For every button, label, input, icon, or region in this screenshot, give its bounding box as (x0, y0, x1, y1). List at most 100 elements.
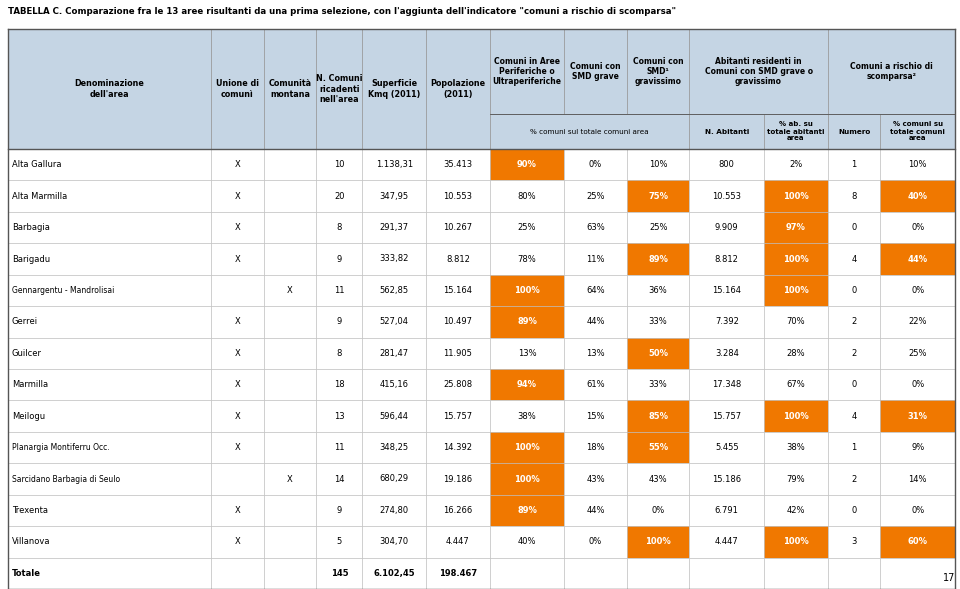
Bar (764, 558, 828, 589)
Text: 89%: 89% (517, 506, 537, 515)
Text: 145: 145 (330, 569, 348, 578)
Bar (264, 369, 317, 401)
Text: X: X (287, 475, 293, 484)
Bar (426, 495, 490, 526)
Text: 35.413: 35.413 (444, 160, 472, 169)
Bar (764, 495, 828, 526)
Text: 274,80: 274,80 (380, 506, 409, 515)
Bar (426, 432, 490, 464)
Text: 1: 1 (852, 160, 856, 169)
Text: 9: 9 (337, 254, 342, 263)
Bar (490, 401, 564, 432)
Text: 55%: 55% (648, 443, 668, 452)
Text: 44%: 44% (907, 254, 927, 263)
Text: 415,16: 415,16 (380, 380, 409, 389)
Bar (8, 243, 211, 274)
Bar (689, 495, 764, 526)
Bar (211, 29, 264, 149)
Text: 22%: 22% (908, 317, 927, 326)
Text: 44%: 44% (587, 506, 605, 515)
Bar (564, 180, 627, 212)
Text: 2: 2 (852, 317, 856, 326)
Text: Comunità
montana: Comunità montana (269, 80, 312, 99)
Text: 2: 2 (852, 349, 856, 358)
Text: Meilogu: Meilogu (12, 412, 45, 421)
Text: X: X (234, 380, 240, 389)
Bar (264, 464, 317, 495)
Bar (828, 180, 880, 212)
Text: 14%: 14% (908, 475, 927, 484)
Bar (426, 306, 490, 337)
Text: 680,29: 680,29 (380, 475, 409, 484)
Bar (564, 464, 627, 495)
Bar (317, 464, 363, 495)
Text: 25%: 25% (649, 223, 667, 232)
Bar (211, 180, 264, 212)
Bar (828, 306, 880, 337)
Text: 15.757: 15.757 (444, 412, 472, 421)
Text: Numero: Numero (838, 128, 870, 134)
Bar (8, 149, 211, 180)
Text: 800: 800 (719, 160, 734, 169)
Bar (880, 495, 955, 526)
Bar (490, 337, 564, 369)
Text: 13%: 13% (587, 349, 605, 358)
Bar (264, 526, 317, 558)
Bar (490, 432, 564, 464)
Text: 304,70: 304,70 (380, 537, 409, 547)
Bar (689, 401, 764, 432)
Text: 8: 8 (337, 223, 342, 232)
Text: 6.102,45: 6.102,45 (373, 569, 415, 578)
Bar (627, 558, 689, 589)
Bar (828, 243, 880, 274)
Bar (689, 274, 764, 306)
Text: 18%: 18% (587, 443, 605, 452)
Bar (211, 558, 264, 589)
Text: 33%: 33% (649, 380, 667, 389)
Bar (689, 432, 764, 464)
Text: Marmilla: Marmilla (12, 380, 48, 389)
Text: 70%: 70% (786, 317, 805, 326)
Text: Comuni con
SMD¹
gravissimo: Comuni con SMD¹ gravissimo (633, 57, 684, 87)
Bar (828, 495, 880, 526)
Bar (264, 180, 317, 212)
Bar (564, 243, 627, 274)
Bar (363, 432, 426, 464)
Text: X: X (234, 317, 240, 326)
Bar (211, 306, 264, 337)
Text: 4: 4 (852, 412, 856, 421)
Text: 8.812: 8.812 (446, 254, 469, 263)
Bar (363, 464, 426, 495)
Text: 100%: 100% (783, 254, 808, 263)
Text: N. Abitanti: N. Abitanti (705, 128, 749, 134)
Bar (426, 243, 490, 274)
Text: Sarcidano Barbagia di Seulo: Sarcidano Barbagia di Seulo (12, 475, 120, 484)
Text: 5.455: 5.455 (715, 443, 738, 452)
Bar (426, 274, 490, 306)
Bar (490, 464, 564, 495)
Bar (764, 306, 828, 337)
Text: 7.392: 7.392 (715, 317, 738, 326)
Bar (828, 212, 880, 243)
Bar (426, 558, 490, 589)
Bar (8, 337, 211, 369)
Text: X: X (234, 349, 240, 358)
Text: 36%: 36% (649, 286, 667, 295)
Text: 1: 1 (852, 443, 856, 452)
Bar (264, 558, 317, 589)
Text: X: X (234, 412, 240, 421)
Text: 8: 8 (852, 191, 856, 201)
Bar (363, 337, 426, 369)
Bar (317, 401, 363, 432)
Bar (828, 114, 880, 149)
Text: 60%: 60% (908, 537, 927, 547)
Bar (828, 558, 880, 589)
Bar (317, 274, 363, 306)
Bar (8, 180, 211, 212)
Text: Gennargentu - Mandrolisai: Gennargentu - Mandrolisai (12, 286, 114, 295)
Text: Totale: Totale (12, 569, 41, 578)
Text: X: X (234, 223, 240, 232)
Bar (363, 29, 426, 149)
Text: 2: 2 (852, 475, 856, 484)
Bar (764, 243, 828, 274)
